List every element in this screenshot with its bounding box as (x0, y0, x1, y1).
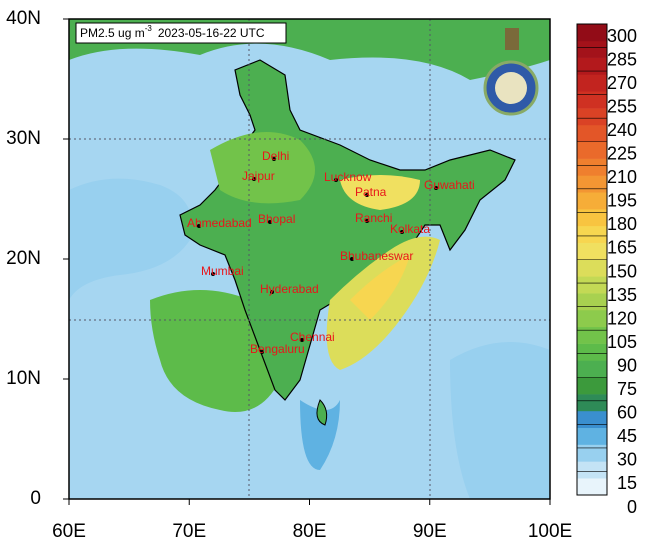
title-superscript: -3 (145, 24, 153, 33)
colorbar-band (577, 276, 607, 294)
colorbar-label: 285 (607, 49, 637, 69)
city-label: Delhi (262, 149, 289, 163)
colorbar-band (577, 108, 607, 126)
city-dot (252, 177, 256, 181)
colorbar-label: 60 (617, 403, 637, 423)
title-box (75, 22, 287, 44)
colorbar-band (577, 293, 607, 311)
colorbar-label: 225 (607, 144, 637, 164)
city-label: Bhubaneswar (340, 249, 413, 263)
title-date: 2023-05-16-22 UTC (158, 26, 265, 40)
title-text: PM2.5 ug m (80, 26, 145, 40)
city-dot (260, 350, 264, 354)
lon-tick-label: 90E (413, 521, 447, 542)
colorbar-band (577, 158, 607, 176)
colorbar-label: 210 (607, 167, 637, 187)
colorbar-band (577, 225, 607, 243)
colorbar-band (577, 175, 607, 193)
lon-tick-label: 70E (172, 521, 206, 542)
colorbar-label: 75 (617, 379, 637, 399)
colorbar-band (577, 141, 607, 159)
lat-tick-label: 10N (6, 368, 41, 389)
city-label: Ahmedabad (187, 216, 252, 230)
colorbar-band (577, 478, 607, 496)
city-dot (434, 186, 438, 190)
city-label: Bengaluru (250, 342, 305, 356)
colorbar-label: 90 (617, 355, 637, 375)
colorbar-label: 120 (607, 308, 637, 328)
colorbar-label: 195 (607, 191, 637, 211)
city-dot (365, 219, 369, 223)
city-label: Hyderabad (260, 282, 319, 296)
lat-tick-label: 0 (30, 488, 41, 509)
city-label: Jaipur (242, 169, 275, 183)
city-label: Lucknow (324, 170, 372, 184)
colorbar-label: 15 (617, 473, 637, 493)
city-dot (350, 257, 354, 261)
colorbar-band (577, 326, 607, 344)
lon-tick-label: 80E (293, 521, 327, 542)
colorbar-band (577, 242, 607, 260)
colorbar-band (577, 192, 607, 210)
colorbar-label: 135 (607, 285, 637, 305)
lon-tick-label: 60E (52, 521, 86, 542)
colorbar-label: 180 (607, 214, 637, 234)
city-label: Chennai (290, 330, 335, 344)
colorbar-band (577, 209, 607, 227)
map-title: PM2.5 ug m-3 2023-05-16-22 UTC (80, 24, 265, 40)
colorbar-label: 165 (607, 238, 637, 258)
colorbar-label: 240 (607, 120, 637, 140)
city-label: Bhopal (258, 212, 295, 226)
city-dot (272, 157, 276, 161)
lat-tick-label: 20N (6, 248, 41, 269)
lat-tick-label: 40N (6, 8, 41, 29)
colorbar-label: 30 (617, 450, 637, 470)
colorbar-band (577, 24, 607, 42)
city-label: Mumbai (201, 264, 244, 278)
city-dot (197, 224, 201, 228)
city-dot (270, 290, 274, 294)
lon-tick-label: 100E (528, 521, 572, 542)
colorbar-band (577, 309, 607, 328)
city-label: Guwahati (424, 178, 475, 192)
colorbar-band (577, 74, 607, 92)
colorbar-band (577, 461, 607, 479)
colorbar-label: 45 (617, 426, 637, 446)
colorbar-label: 105 (607, 332, 637, 352)
colorbar-label: 300 (607, 26, 637, 46)
logo (483, 28, 539, 116)
colorbar-band (577, 377, 607, 395)
colorbar-band (577, 427, 607, 445)
city-dot (365, 193, 369, 197)
colorbar-band (577, 394, 607, 412)
colorbar-label: 255 (607, 96, 637, 116)
colorbar-label: 270 (607, 73, 637, 93)
city-dot (400, 230, 404, 234)
city-dot (211, 272, 215, 276)
city-dot (268, 220, 272, 224)
colorbar-label: 0 (627, 497, 637, 517)
colorbar-band (577, 343, 607, 361)
city-label: Patna (355, 185, 387, 199)
city-label: Ranchi (355, 211, 392, 225)
city-label: Kolkata (390, 222, 430, 236)
colorbar-band (577, 40, 607, 58)
colorbar-band (577, 410, 607, 429)
colorbar-band (577, 360, 607, 378)
lat-tick-label: 30N (6, 128, 41, 149)
colorbar-label: 150 (607, 261, 637, 281)
colorbar-band (577, 444, 607, 462)
map-field (69, 19, 550, 499)
city-dot (334, 178, 338, 182)
colorbar-band (577, 57, 607, 75)
colorbar-band (577, 91, 607, 109)
colorbar-band (577, 259, 607, 277)
city-dot (300, 338, 304, 342)
colorbar-band (577, 124, 607, 143)
